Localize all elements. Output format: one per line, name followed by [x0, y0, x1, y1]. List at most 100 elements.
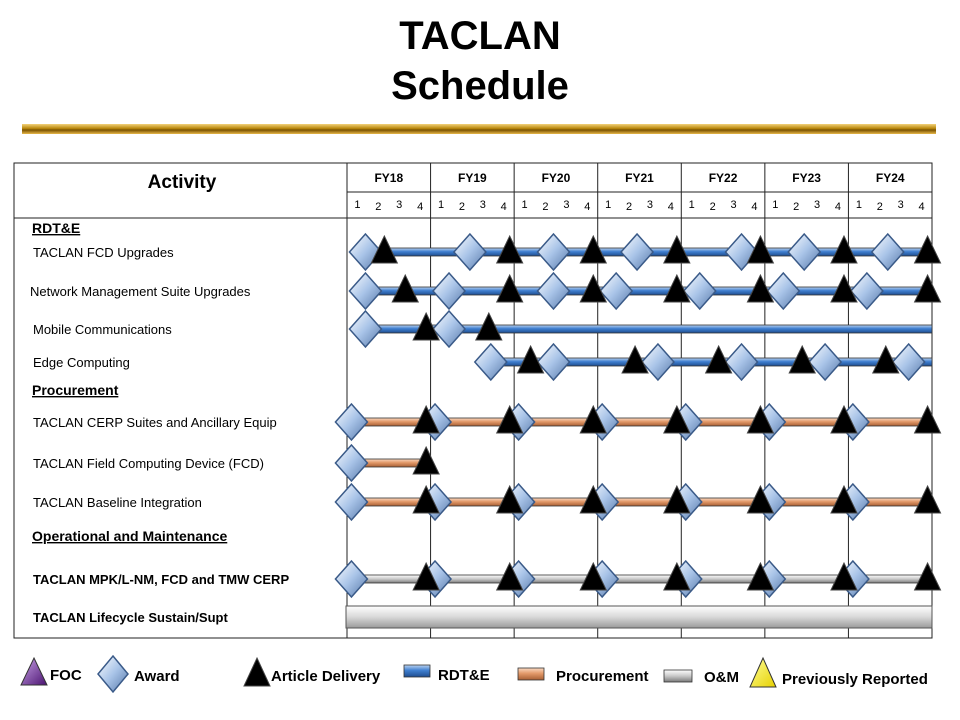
delivery-triangle [746, 234, 775, 264]
quarter-label: 3 [730, 199, 736, 211]
delivery-triangle [516, 344, 545, 374]
fy-label: FY18 [374, 171, 403, 185]
award-diamond [348, 271, 383, 311]
award-diamond [891, 342, 926, 382]
delivery-legend-icon [243, 656, 271, 687]
delivery-triangle [495, 273, 524, 303]
award-diamond [808, 342, 843, 382]
quarter-label: 4 [668, 201, 674, 213]
fy-label: FY24 [876, 171, 905, 185]
quarter-label: 3 [563, 199, 569, 211]
award-diamond [682, 271, 717, 311]
schedule-markers [334, 232, 942, 599]
award-diamond [452, 232, 487, 272]
activity-label: TACLAN Field Computing Device (FCD) [33, 456, 264, 471]
fiscal-year-labels: FY18 FY19 FY20 FY21 FY22 FY23 FY24 [374, 171, 904, 185]
title-line-1: TACLAN [399, 14, 561, 58]
award-diamond [432, 309, 467, 349]
delivery-triangle [579, 234, 608, 264]
delivery-triangle [412, 445, 440, 475]
award-diamond [334, 443, 369, 483]
activity-label: TACLAN MPK/L-NM, FCD and TMW CERP [33, 572, 289, 587]
quarter-label: 2 [542, 201, 548, 213]
quarter-label: 1 [689, 199, 695, 211]
fy-label: FY19 [458, 171, 487, 185]
quarter-label: 1 [772, 199, 778, 211]
quarter-label: 2 [459, 201, 465, 213]
activity-labels: RDT&E TACLAN FCD Upgrades Network Manageme… [30, 220, 289, 625]
delivery-triangle [579, 404, 608, 434]
award-diamond [849, 271, 884, 311]
delivery-triangle [579, 484, 608, 514]
award-diamond [766, 271, 801, 311]
award-diamond [334, 559, 369, 599]
award-diamond [599, 271, 634, 311]
delivery-triangle [475, 311, 503, 341]
quarter-label: 4 [835, 201, 841, 213]
delivery-triangle [391, 273, 420, 303]
legend-label: Procurement [556, 668, 649, 685]
activity-label: Edge Computing [33, 355, 130, 370]
foc-legend-icon [20, 656, 48, 686]
om-legend-icon [663, 669, 693, 683]
quarter-label: 4 [501, 201, 507, 213]
delivery-triangle [830, 561, 858, 591]
award-diamond [620, 232, 655, 272]
award-diamond [536, 232, 571, 272]
delivery-triangle [412, 311, 440, 341]
title-rule [22, 124, 936, 134]
delivery-triangle [871, 344, 900, 374]
award-diamond [348, 309, 383, 349]
delivery-triangle [621, 344, 649, 374]
title-line-2: Schedule [391, 64, 569, 108]
delivery-triangle [663, 273, 691, 303]
delivery-triangle [746, 561, 775, 591]
delivery-triangle [495, 234, 524, 264]
legend-label: Award [134, 668, 180, 685]
fiscal-year-gridlines [430, 163, 849, 638]
legend-label: Previously Reported [782, 671, 928, 688]
quarter-label: 1 [856, 199, 862, 211]
delivery-triangle [579, 561, 608, 591]
award-diamond [787, 232, 822, 272]
delivery-triangle [913, 234, 942, 264]
delivery-triangle [788, 344, 816, 374]
legend-label: O&M [704, 669, 739, 686]
rdte-legend-icon [403, 664, 431, 678]
activity-label: Mobile Communications [33, 322, 172, 337]
legend-label: RDT&E [438, 667, 490, 684]
award-legend-icon [97, 654, 129, 694]
award-diamond [334, 482, 369, 522]
delivery-triangle [495, 404, 524, 434]
quarter-label: 4 [751, 201, 757, 213]
activity-label: TACLAN Lifecycle Sustain/Supt [33, 610, 228, 625]
activity-header: Activity [148, 172, 217, 193]
delivery-triangle [746, 273, 775, 303]
delivery-triangle [830, 234, 858, 264]
award-diamond [870, 232, 905, 272]
activity-label: TACLAN Baseline Integration [33, 495, 202, 510]
quarter-label: 4 [584, 201, 590, 213]
legend-label: FOC [50, 667, 82, 684]
table-frame [13, 162, 933, 639]
procurement-legend-icon [517, 667, 545, 681]
section-label: Procurement [32, 382, 119, 398]
delivery-triangle [830, 404, 858, 434]
delivery-triangle [663, 404, 691, 434]
quarter-label: 1 [522, 199, 528, 211]
sustainment-bar [345, 605, 933, 629]
award-diamond [640, 342, 675, 382]
quarter-label: 2 [710, 201, 716, 213]
delivery-triangle [704, 344, 733, 374]
delivery-triangle [663, 484, 691, 514]
delivery-triangle [663, 561, 691, 591]
award-diamond [473, 342, 508, 382]
fy-label: FY20 [542, 171, 571, 185]
delivery-triangle [913, 404, 942, 434]
quarter-label: 2 [626, 201, 632, 213]
delivery-triangle [830, 273, 858, 303]
delivery-triangle [746, 404, 775, 434]
award-diamond [536, 271, 571, 311]
award-diamond [536, 342, 571, 382]
